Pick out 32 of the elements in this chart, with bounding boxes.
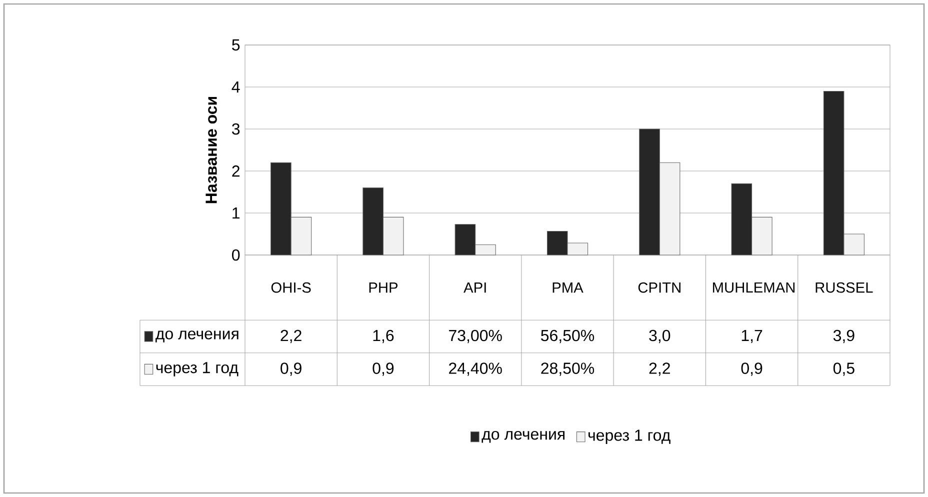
data-label: 1,7	[742, 330, 762, 344]
y-tick-label: 5	[232, 39, 240, 51]
text: через 1 год	[588, 430, 670, 444]
y-tick-label: 2	[232, 165, 240, 177]
x-tick-label: PMA	[552, 282, 584, 293]
data-label: 0,9	[372, 362, 394, 376]
x-tick-label: MUHLEMAN	[713, 282, 795, 293]
x-tick-label: OHI-S	[271, 282, 311, 293]
data-label: 0,5	[833, 362, 854, 376]
data-label: 2,2	[649, 362, 670, 376]
data-label: 24,40%	[449, 362, 502, 376]
legend-label: через 1 год	[156, 362, 238, 376]
x-tick-label: PHP	[369, 282, 398, 293]
data-label: 1,6	[373, 330, 394, 344]
data-label: 3,0	[649, 330, 670, 344]
y-tick-label: 1	[232, 208, 240, 219]
x-tick-label: RUSSEL	[816, 282, 873, 293]
x-tick-label: API	[464, 282, 486, 293]
y-tick-label: 4	[232, 82, 240, 93]
data-label: 28,50%	[541, 362, 594, 376]
data-label: 73,00%	[449, 330, 502, 344]
data-label: 2,2	[280, 330, 302, 344]
data-label: 0,9	[280, 362, 302, 376]
text: до лечения	[482, 430, 564, 443]
data-label: 56,50%	[541, 330, 594, 344]
y-tick-label: 3	[232, 123, 240, 135]
legend-label: до лечения	[156, 330, 238, 342]
data-label: 0,9	[741, 362, 762, 376]
y-axis-title: Название оси	[206, 96, 217, 204]
y-tick-label: 0	[232, 249, 240, 261]
x-tick-label: CPITN	[638, 282, 680, 293]
data-label: 3,9	[833, 330, 854, 344]
